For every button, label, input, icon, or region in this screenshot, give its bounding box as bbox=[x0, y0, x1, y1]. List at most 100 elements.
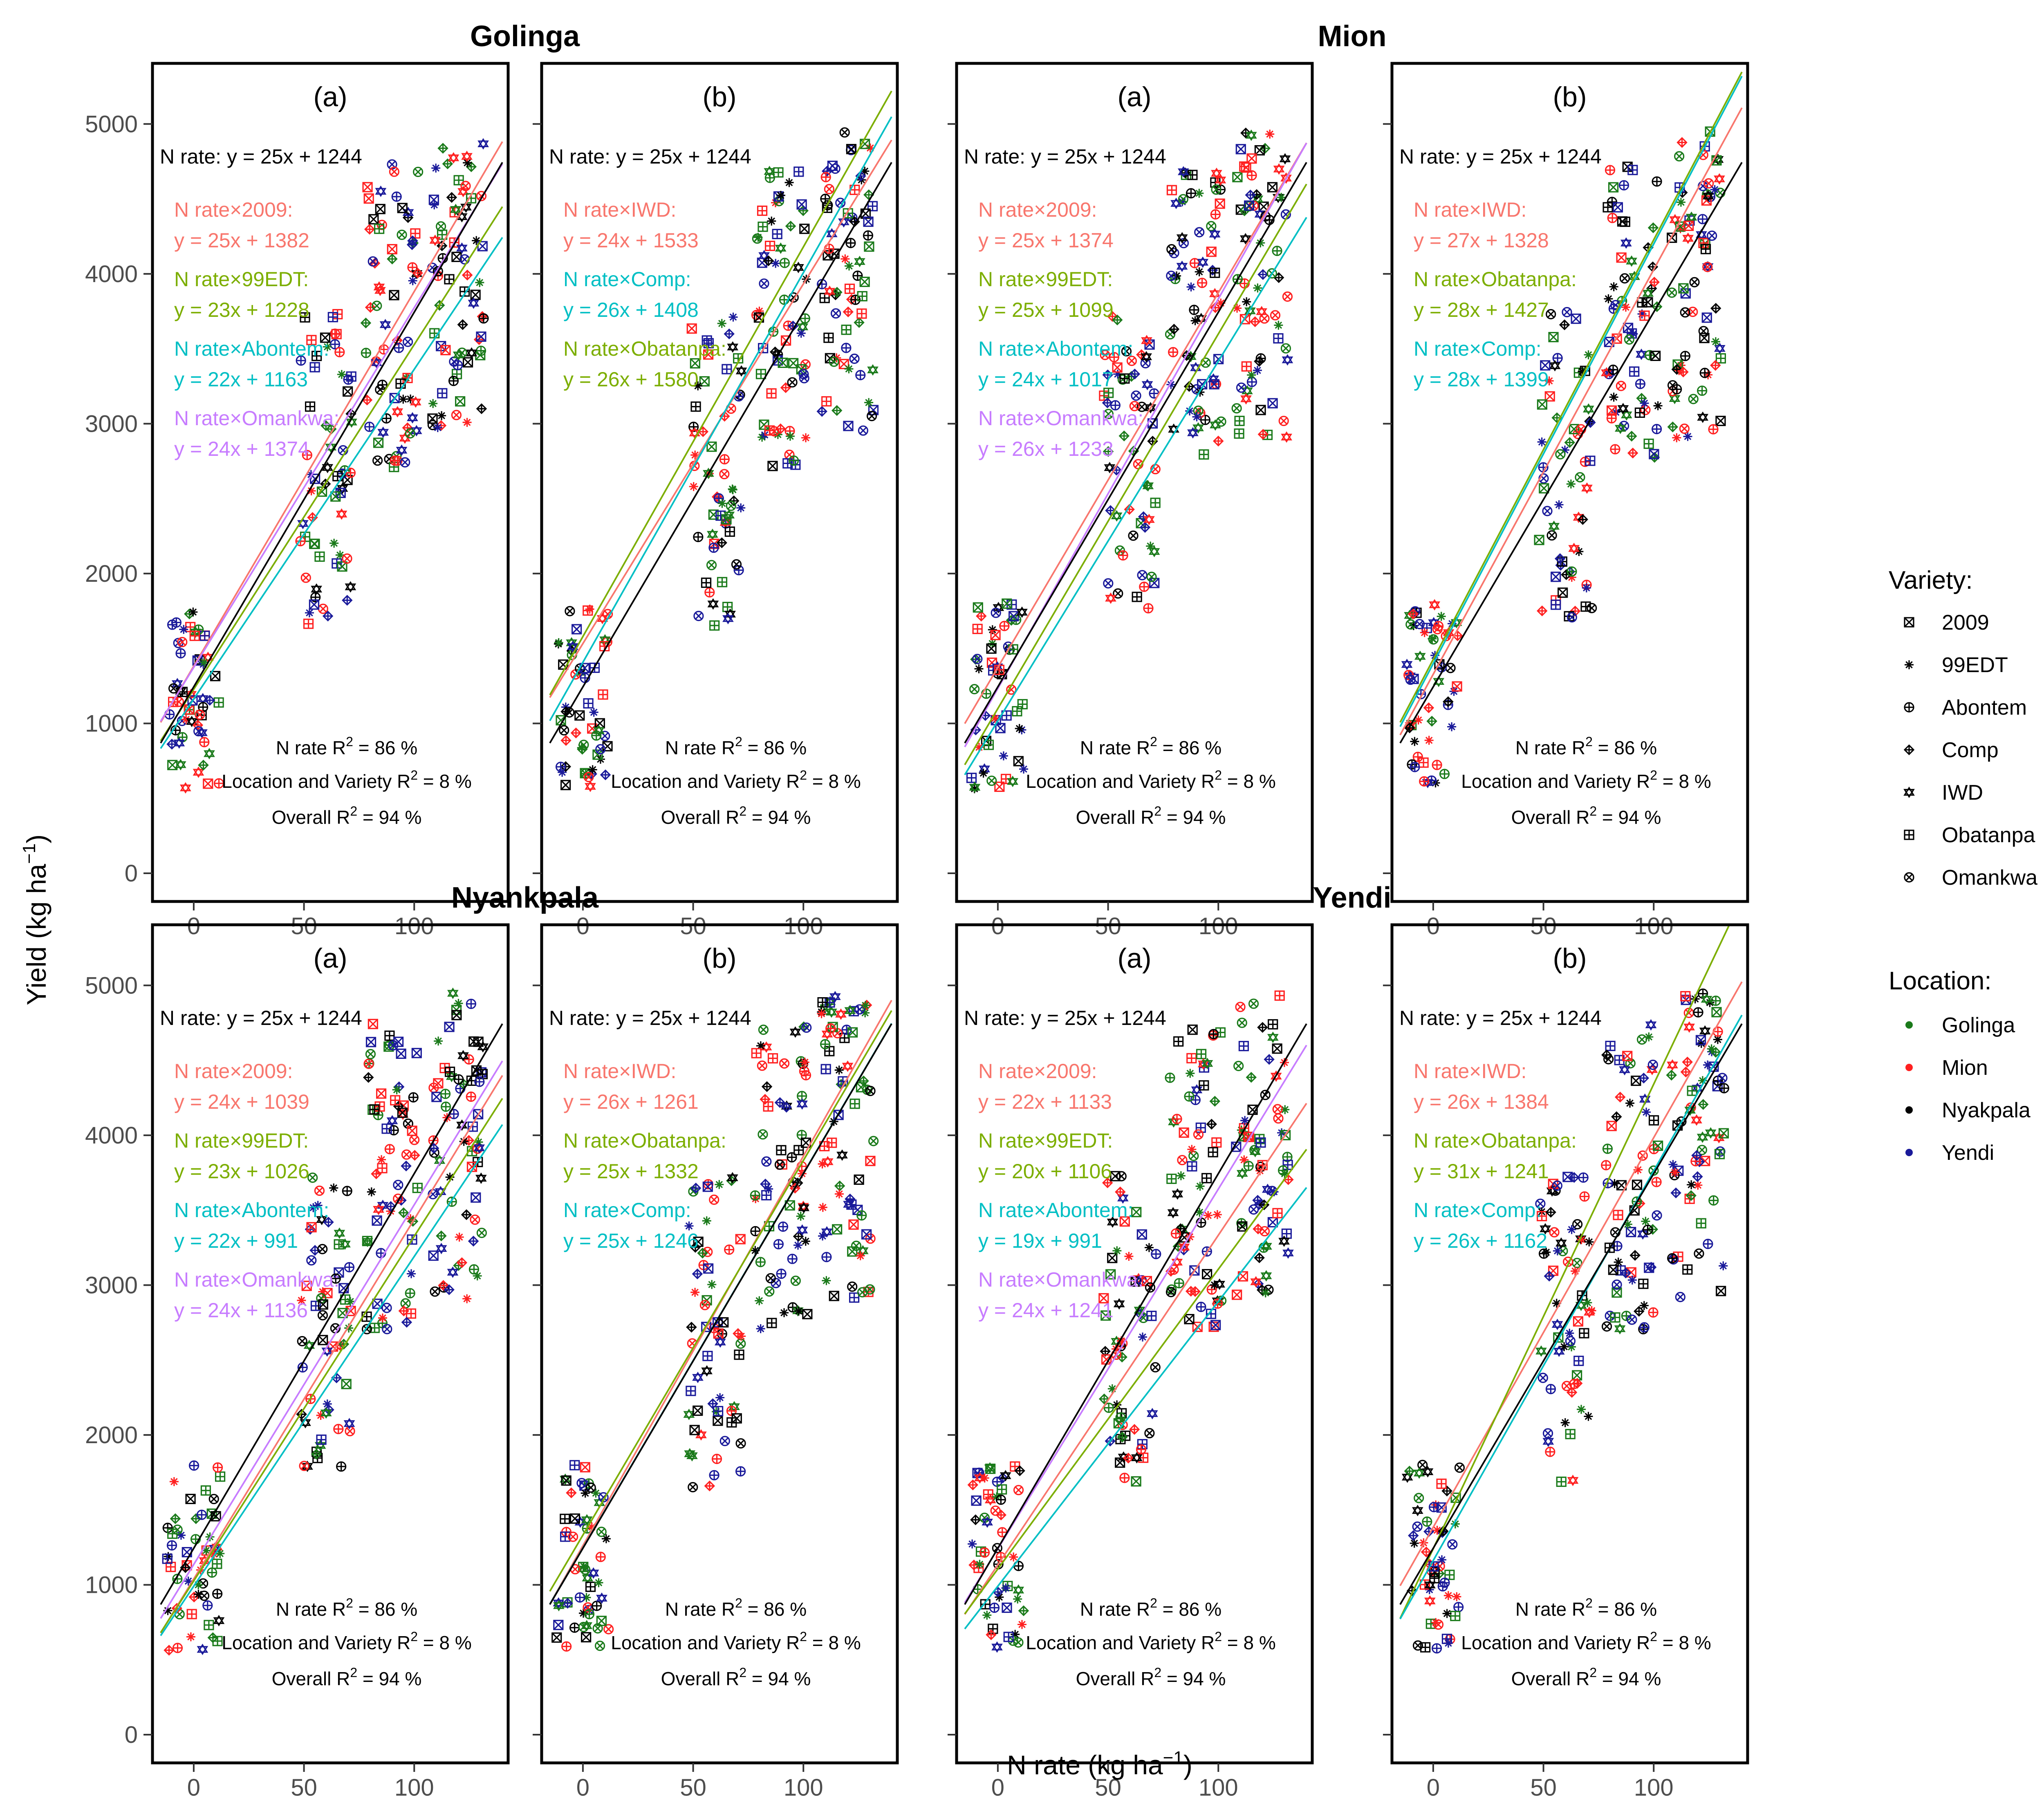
point-omankwa bbox=[576, 1478, 587, 1489]
point-obatanpa bbox=[764, 425, 775, 436]
marker-triangle-down bbox=[735, 368, 747, 377]
point-iwd bbox=[447, 1266, 459, 1278]
point-2009 bbox=[1232, 172, 1243, 182]
point-obatanpa bbox=[374, 224, 385, 234]
marker-plus bbox=[303, 451, 312, 460]
panel-frame bbox=[540, 923, 899, 1765]
point-obatanpa bbox=[820, 1064, 831, 1074]
point-iwd bbox=[1282, 354, 1293, 366]
point-2009 bbox=[1215, 198, 1225, 209]
stat-prefix: N rate R bbox=[276, 1599, 346, 1620]
marker-triangle-down bbox=[835, 1011, 847, 1020]
point-comp bbox=[1213, 435, 1224, 447]
marker-asterisk bbox=[1186, 282, 1196, 291]
marker-circle bbox=[854, 1004, 865, 1015]
marker-circle bbox=[413, 166, 424, 177]
marker-diamond bbox=[456, 1257, 468, 1268]
marker-circle bbox=[405, 428, 415, 439]
point-99edt bbox=[771, 198, 780, 207]
point-abontem bbox=[466, 998, 476, 1009]
fit-name: N rate×Omankwa: bbox=[978, 407, 1143, 430]
point-iwd bbox=[826, 1006, 837, 1018]
point-comp bbox=[821, 166, 833, 177]
marker-cross bbox=[1267, 182, 1278, 193]
point-99edt bbox=[1172, 271, 1181, 280]
marker-plus bbox=[1214, 436, 1223, 446]
point-iwd bbox=[322, 462, 334, 473]
marker-circle bbox=[799, 373, 809, 383]
marker-plus bbox=[596, 1552, 605, 1562]
marker-box bbox=[1254, 145, 1265, 156]
point-2009 bbox=[1608, 182, 1619, 193]
fit-equation: y = 25x + 1382 bbox=[174, 229, 309, 252]
marker-asterisk bbox=[1676, 197, 1685, 207]
marker-cross bbox=[195, 727, 202, 735]
marker-cross bbox=[760, 280, 768, 287]
marker-triangle-down bbox=[336, 511, 347, 520]
marker-asterisk bbox=[554, 638, 563, 647]
marker-diamond bbox=[401, 1160, 412, 1172]
marker-cross bbox=[1681, 425, 1688, 433]
point-comp bbox=[462, 269, 473, 281]
point-iwd bbox=[982, 1516, 993, 1528]
marker-asterisk bbox=[974, 664, 984, 673]
point-omankwa bbox=[1150, 1362, 1161, 1372]
point-abontem bbox=[1110, 400, 1121, 410]
marker-asterisk bbox=[860, 166, 870, 176]
marker-cross bbox=[1233, 404, 1240, 412]
point-iwd bbox=[1548, 520, 1560, 532]
point-abontem bbox=[344, 1262, 355, 1273]
marker-cross bbox=[1702, 312, 1712, 323]
point-iwd bbox=[596, 1592, 607, 1604]
marker-cross bbox=[1617, 382, 1625, 390]
point-2009 bbox=[337, 561, 347, 572]
marker-cross bbox=[595, 718, 605, 729]
marker-triangle-down bbox=[1620, 411, 1632, 421]
marker-box bbox=[362, 182, 373, 193]
marker-asterisk bbox=[822, 1276, 831, 1285]
marker-circle bbox=[1266, 268, 1277, 279]
marker-cross bbox=[1132, 392, 1140, 399]
marker-box bbox=[572, 624, 582, 635]
marker-triangle-down bbox=[822, 1158, 834, 1168]
point-99edt bbox=[1013, 1594, 1022, 1604]
marker-cross bbox=[592, 749, 603, 760]
marker-triangle-up bbox=[822, 1156, 834, 1165]
point-abontem bbox=[591, 730, 602, 741]
stat-suffix: = 8 % bbox=[1657, 771, 1711, 792]
marker-plus bbox=[1119, 431, 1129, 441]
marker-triangle-down bbox=[593, 727, 605, 736]
marker-plus bbox=[765, 241, 775, 251]
marker-cross bbox=[737, 1340, 744, 1348]
marker-plus bbox=[1419, 777, 1429, 786]
marker-asterisk bbox=[776, 191, 785, 200]
marker-plus bbox=[385, 1144, 394, 1154]
point-2009 bbox=[428, 1250, 439, 1261]
point-iwd bbox=[213, 1615, 225, 1627]
fit-equation: y = 24x + 1017 bbox=[978, 368, 1114, 391]
marker-cross bbox=[854, 1175, 864, 1185]
marker-diamond bbox=[409, 1150, 420, 1161]
point-omankwa bbox=[1702, 262, 1713, 272]
marker-asterisk bbox=[433, 423, 442, 432]
marker-cross bbox=[721, 470, 728, 478]
marker-asterisk bbox=[968, 1539, 977, 1549]
marker-circle bbox=[435, 221, 446, 232]
marker-cross bbox=[594, 1625, 602, 1632]
point-2009 bbox=[1100, 1310, 1111, 1321]
marker-cross bbox=[703, 1182, 713, 1192]
point-2009 bbox=[561, 1475, 572, 1486]
marker-plus bbox=[1629, 367, 1639, 376]
marker-plus bbox=[1585, 456, 1595, 466]
marker-triangle-up bbox=[1240, 393, 1252, 402]
marker-cross bbox=[375, 204, 385, 214]
marker-diamond bbox=[387, 253, 398, 265]
marker-triangle-up bbox=[473, 1142, 485, 1151]
marker-plus bbox=[334, 1240, 344, 1249]
point-obatanpa bbox=[827, 1137, 837, 1148]
fit-line-n-rate bbox=[1399, 162, 1743, 744]
marker-plus bbox=[1235, 429, 1244, 438]
marker-plus bbox=[213, 1463, 222, 1472]
y-tick-label: 3000 bbox=[85, 1272, 138, 1298]
point-2009 bbox=[1267, 182, 1278, 193]
